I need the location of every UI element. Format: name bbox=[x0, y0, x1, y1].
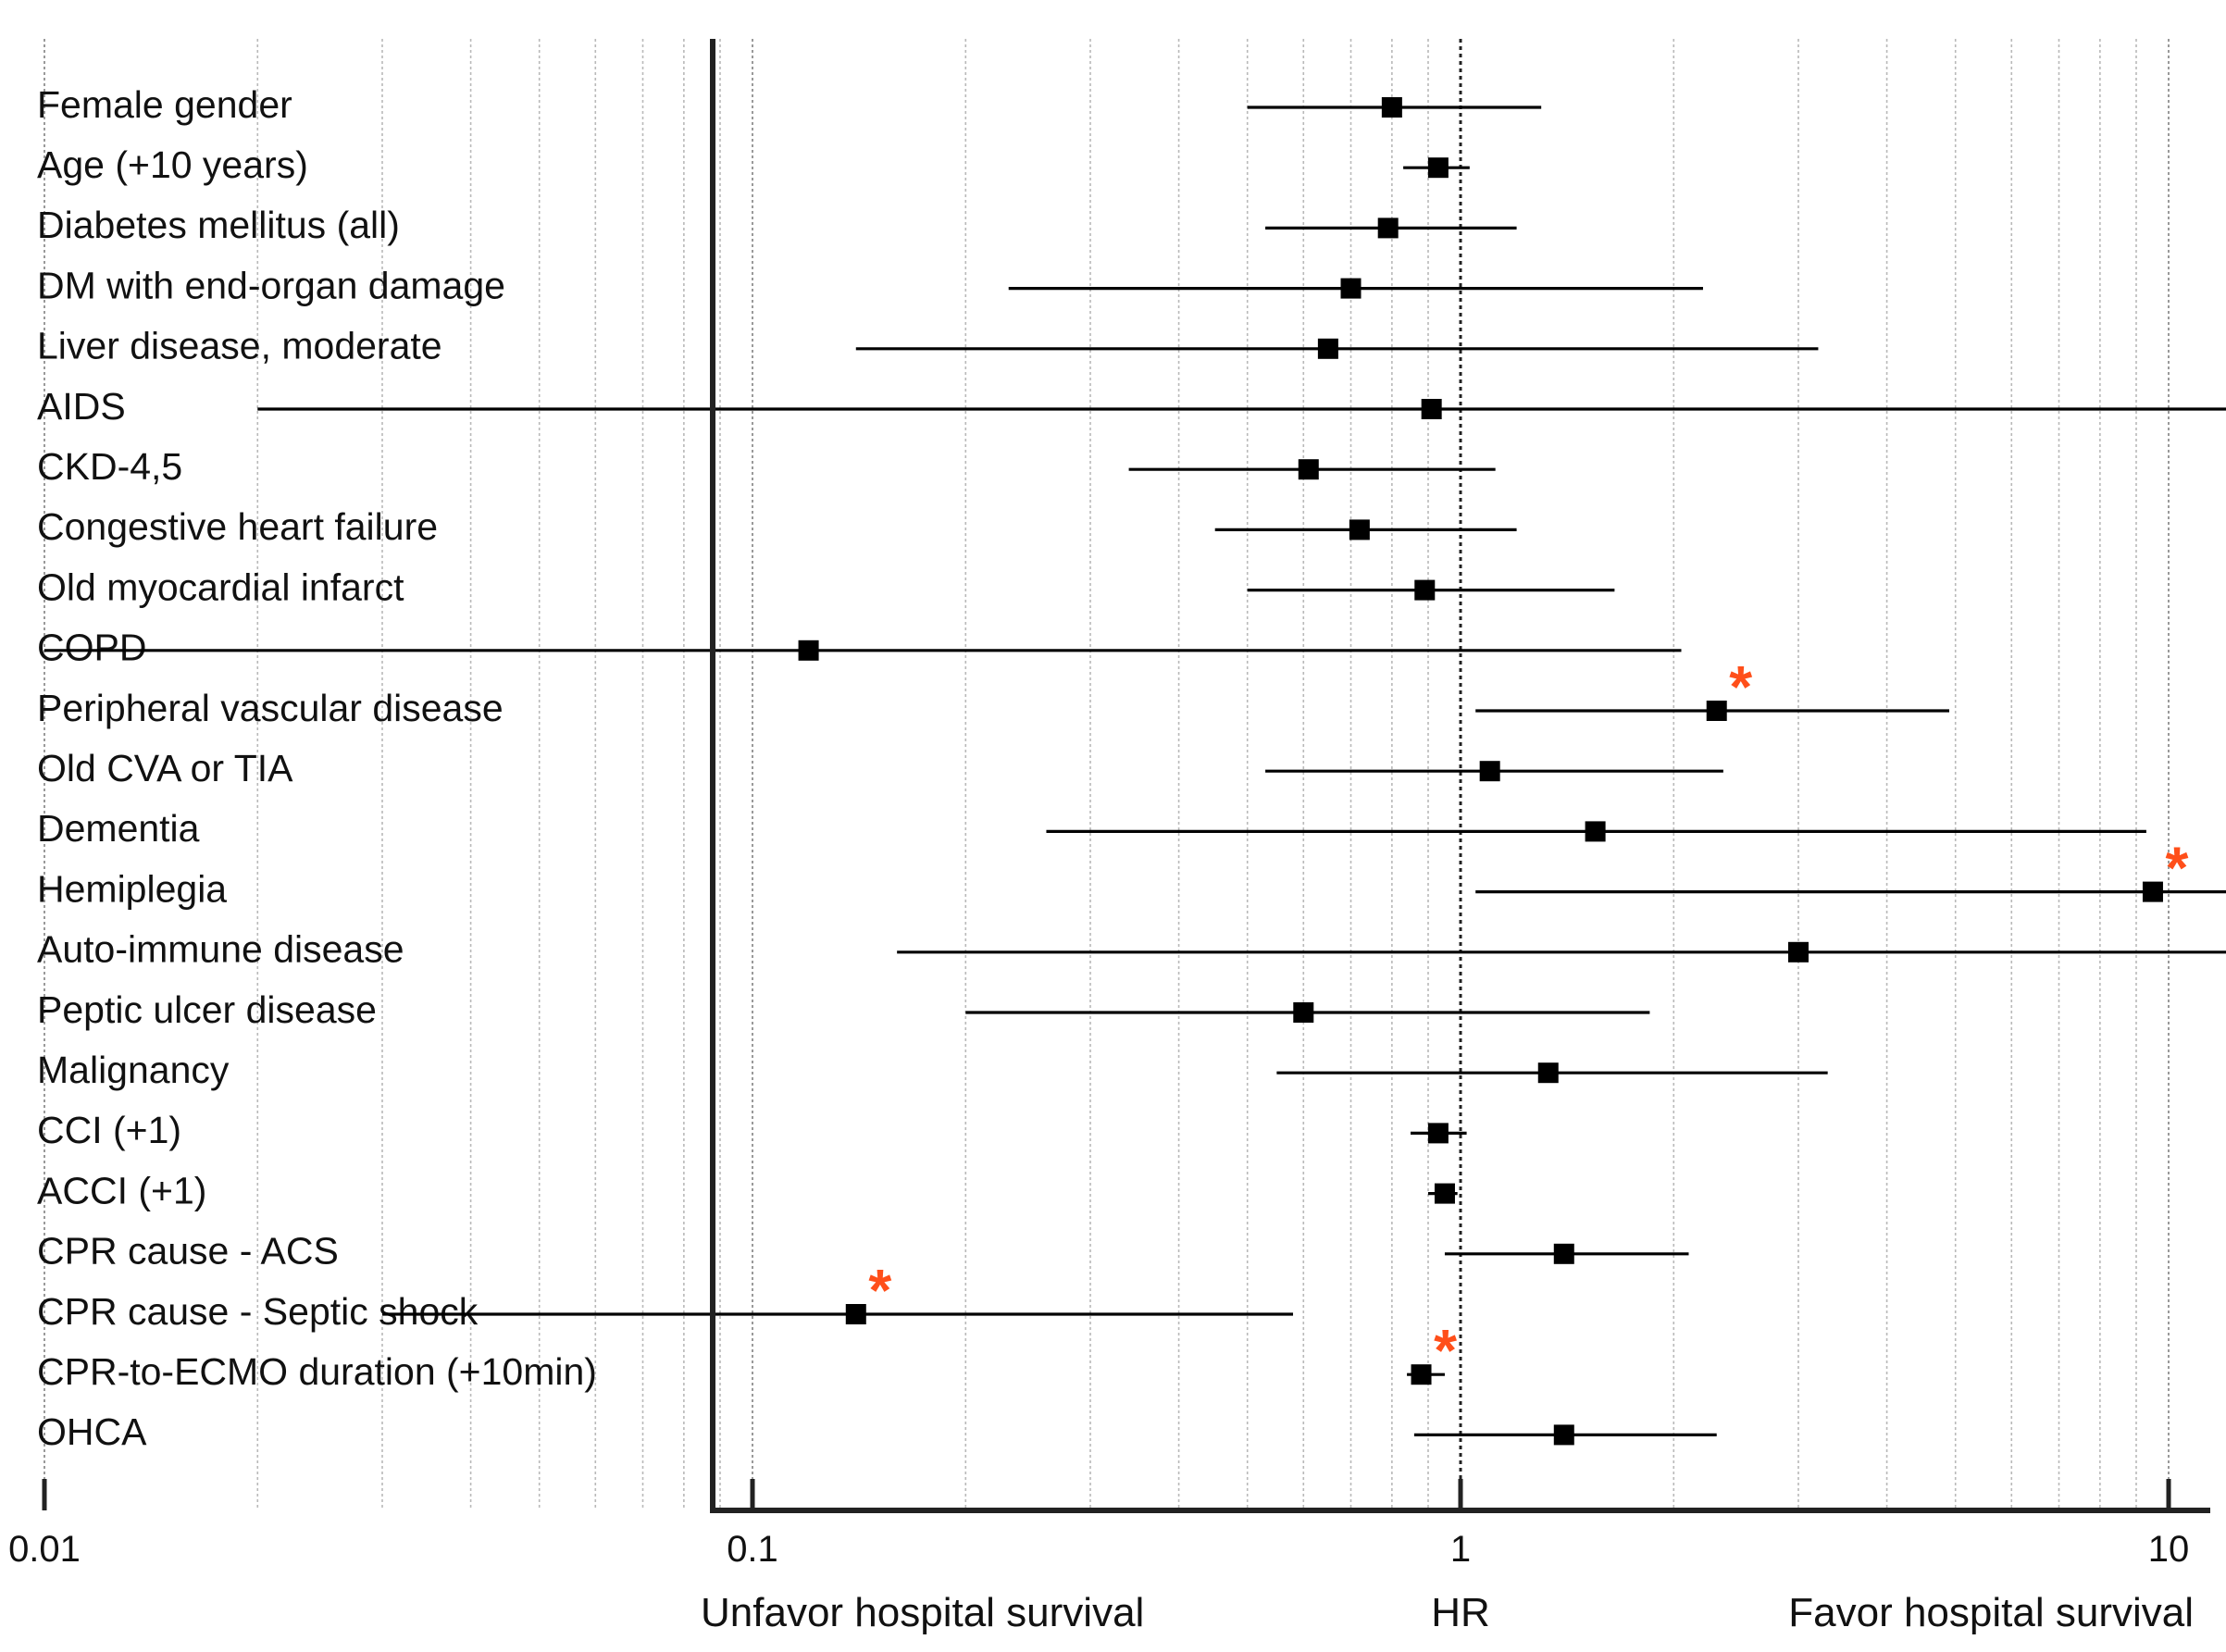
row-label: COPD bbox=[37, 627, 146, 669]
row-label: Old CVA or TIA bbox=[37, 747, 293, 789]
forest-row: Malignancy bbox=[37, 1049, 1828, 1091]
forest-row: Old CVA or TIA bbox=[37, 747, 1723, 789]
row-label: Dementia bbox=[37, 807, 200, 850]
hazard-ratio-marker bbox=[2142, 881, 2163, 902]
hazard-ratio-marker bbox=[1434, 1183, 1455, 1204]
row-label: CPR cause - ACS bbox=[37, 1230, 339, 1273]
forest-row: Old myocardial infarct bbox=[37, 565, 1615, 608]
row-label: CKD-4,5 bbox=[37, 445, 182, 488]
hazard-ratio-marker bbox=[1427, 1123, 1449, 1144]
hazard-ratio-marker bbox=[798, 640, 819, 661]
hazard-ratio-marker bbox=[1553, 1424, 1574, 1446]
forest-row: Dementia bbox=[37, 807, 2146, 850]
significance-asterisk: * bbox=[868, 1257, 891, 1323]
x-tick-label: 1 bbox=[1450, 1529, 1471, 1570]
hazard-ratio-marker bbox=[845, 1304, 866, 1324]
row-label: Diabetes mellitus (all) bbox=[37, 204, 400, 246]
row-label: Age (+10 years) bbox=[37, 143, 308, 186]
hazard-ratio-marker bbox=[1421, 399, 1442, 419]
forest-row: CKD-4,5 bbox=[37, 445, 1496, 488]
forest-row: CPR cause - ACS bbox=[37, 1230, 1689, 1273]
x-tick-label: 10 bbox=[2148, 1529, 2190, 1570]
hazard-ratio-marker bbox=[1706, 701, 1727, 721]
row-label: CCI (+1) bbox=[37, 1109, 181, 1151]
row-label: Liver disease, moderate bbox=[37, 325, 442, 367]
forest-row: Diabetes mellitus (all) bbox=[37, 204, 1517, 246]
significance-asterisk: * bbox=[2166, 835, 2189, 901]
hazard-ratio-marker bbox=[1293, 1002, 1314, 1023]
hazard-ratio-marker bbox=[1317, 338, 1338, 359]
x-tick-label: 0.01 bbox=[8, 1529, 81, 1570]
x-tick-label: 0.1 bbox=[727, 1529, 778, 1570]
hazard-ratio-marker bbox=[1381, 97, 1402, 118]
row-label: Peptic ulcer disease bbox=[37, 988, 377, 1031]
row-label: Auto-immune disease bbox=[37, 928, 404, 971]
hazard-ratio-marker bbox=[1349, 519, 1370, 540]
forest-row: ACCI (+1) bbox=[37, 1169, 1458, 1211]
forest-row: OHCA bbox=[37, 1410, 1717, 1453]
row-label: Malignancy bbox=[37, 1049, 230, 1091]
hazard-ratio-marker bbox=[1411, 1364, 1432, 1385]
hazard-ratio-marker bbox=[1787, 941, 1809, 963]
row-label: Old myocardial infarct bbox=[37, 565, 404, 608]
significance-asterisk: * bbox=[1434, 1317, 1457, 1384]
row-label: OHCA bbox=[37, 1410, 147, 1453]
row-label: DM with end-organ damage bbox=[37, 264, 505, 306]
hazard-ratio-marker bbox=[1340, 278, 1362, 299]
ticks-layer: 0.010.1110100 bbox=[8, 1479, 2190, 1570]
row-label: Peripheral vascular disease bbox=[37, 687, 504, 729]
x-axis-label: HR bbox=[1431, 1590, 1490, 1635]
hazard-ratio-marker bbox=[1585, 821, 1606, 842]
forest-row: AIDS bbox=[37, 385, 2226, 428]
row-label: Congestive heart failure bbox=[37, 505, 438, 548]
significance-asterisk: * bbox=[1729, 653, 1752, 720]
row-label: ACCI (+1) bbox=[37, 1169, 206, 1211]
hazard-ratio-marker bbox=[1377, 217, 1399, 239]
hazard-ratio-marker bbox=[1298, 459, 1319, 480]
row-label: CPR-to-ECMO duration (+10min) bbox=[37, 1350, 597, 1393]
forest-row: Peptic ulcer disease bbox=[37, 988, 1650, 1031]
hazard-ratio-marker bbox=[1427, 157, 1449, 179]
forest-row: Hemiplegia * bbox=[37, 835, 2226, 910]
forest-row: CCI (+1) bbox=[37, 1109, 1467, 1151]
forest-row: Congestive heart failure bbox=[37, 505, 1517, 548]
forest-row: Peripheral vascular disease * bbox=[37, 653, 1949, 729]
row-label: Hemiplegia bbox=[37, 867, 227, 910]
forest-row: Age (+10 years) bbox=[37, 143, 1470, 186]
right-caption: Favor hospital survival bbox=[1788, 1590, 2194, 1635]
hazard-ratio-marker bbox=[1479, 761, 1500, 782]
forest-row: Liver disease, moderate bbox=[37, 325, 1819, 367]
forest-row: DM with end-organ damage bbox=[37, 264, 1703, 306]
left-caption: Unfavor hospital survival bbox=[701, 1590, 1144, 1635]
forest-row: Female gender bbox=[37, 83, 1542, 126]
hazard-ratio-marker bbox=[1553, 1243, 1574, 1264]
row-label: AIDS bbox=[37, 385, 126, 428]
rows-layer: Female gender Age (+10 years) Diabetes mel… bbox=[37, 83, 2226, 1453]
row-label: Female gender bbox=[37, 83, 292, 126]
forest-row: CPR-to-ECMO duration (+10min) * bbox=[37, 1317, 1457, 1393]
hazard-ratio-marker bbox=[1537, 1062, 1559, 1084]
hazard-ratio-marker bbox=[1414, 579, 1436, 601]
forest-row: COPD bbox=[37, 627, 1682, 669]
forest-row: CPR cause - Septic shock * bbox=[37, 1257, 1294, 1333]
row-label: CPR cause - Septic shock bbox=[37, 1290, 479, 1333]
forest-row: Auto-immune disease bbox=[37, 928, 2226, 971]
